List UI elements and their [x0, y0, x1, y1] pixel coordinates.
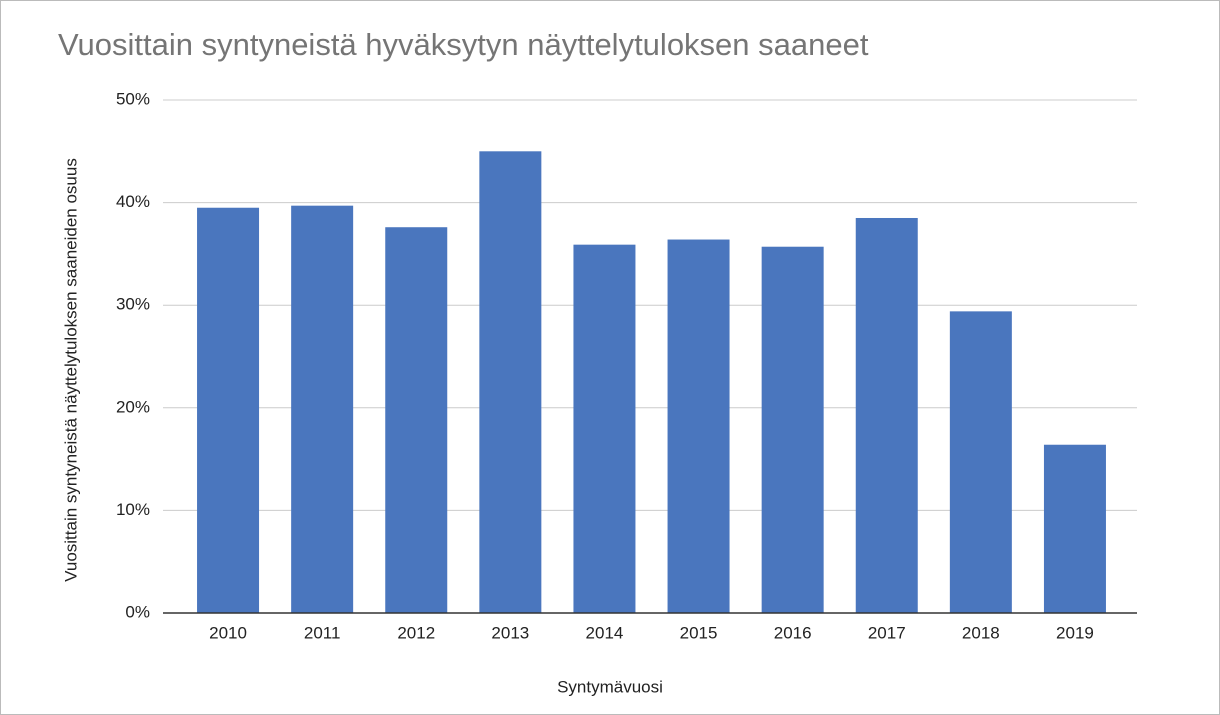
- y-tick-label: 10%: [116, 500, 150, 519]
- bar: [667, 239, 730, 613]
- x-tick-label: 2019: [1056, 623, 1094, 642]
- x-tick-label: 2011: [304, 623, 341, 642]
- x-tick-label: 2014: [586, 623, 624, 642]
- bar: [573, 244, 636, 613]
- bar: [385, 227, 448, 613]
- bar: [1043, 444, 1106, 613]
- x-tick-label: 2018: [962, 623, 1000, 642]
- x-tick-label: 2013: [491, 623, 529, 642]
- chart-title: Vuosittain syntyneistä hyväksytyn näytte…: [58, 27, 869, 62]
- bar: [197, 207, 260, 614]
- x-tick-label: 2015: [680, 623, 718, 642]
- x-tick-label: 2016: [774, 623, 812, 642]
- y-axis-label: Vuosittain syntyneistä näyttelytuloksen …: [61, 158, 80, 582]
- y-tick-label: 50%: [116, 89, 150, 108]
- y-tick-label: 0%: [125, 602, 150, 621]
- bar: [479, 151, 542, 614]
- y-tick-label: 20%: [116, 397, 150, 416]
- x-axis-label: Syntymävuosi: [557, 677, 663, 696]
- x-tick-label: 2010: [209, 623, 247, 642]
- bar: [291, 205, 354, 614]
- x-tick-label: 2012: [397, 623, 435, 642]
- x-tick-label: 2017: [868, 623, 906, 642]
- bar: [949, 311, 1012, 613]
- y-tick-label: 40%: [116, 192, 150, 211]
- bar: [761, 246, 824, 613]
- y-tick-label: 30%: [116, 295, 150, 314]
- bar: [855, 217, 918, 614]
